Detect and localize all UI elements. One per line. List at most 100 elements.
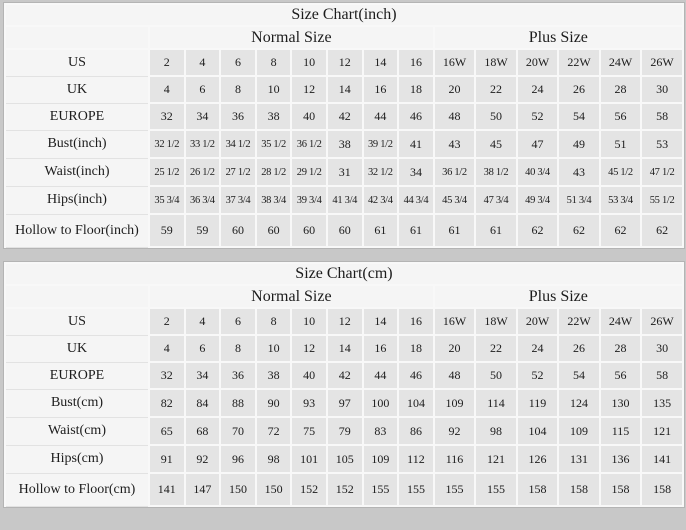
size-chart-inch-table: Size Chart(inch) Normal Size Plus Size U…	[3, 2, 685, 249]
size-cell: 14	[325, 75, 364, 104]
table-row: Hollow to Floor(inch) 59 59 60 60 60 60 61 61 61 6…	[4, 213, 684, 248]
table-row: Bust(inch) 32 1/2 33 1/2 34 1/2 35 1/2 36 1/2…	[4, 129, 684, 159]
size-cell: 119	[515, 388, 560, 418]
size-cell: 155	[361, 472, 400, 507]
size-cell: 61	[432, 213, 477, 248]
size-cell: 97	[325, 388, 364, 418]
size-cell: 20W	[515, 48, 560, 77]
size-cell: 4	[148, 334, 186, 363]
size-cell: 26	[557, 334, 601, 363]
size-cell: 30	[640, 334, 684, 363]
size-cell: 150	[219, 472, 257, 507]
size-cell: 24	[515, 334, 560, 363]
row-label: UK	[4, 75, 150, 104]
size-cell: 136	[598, 444, 643, 474]
size-cell: 43	[432, 129, 477, 159]
size-cell: 130	[598, 388, 643, 418]
size-cell: 49 3/4	[515, 185, 560, 215]
size-cell: 45	[474, 129, 518, 159]
size-cell: 28	[598, 75, 643, 104]
column-group-row: Normal Size Plus Size	[4, 284, 684, 309]
size-cell: 46	[397, 361, 435, 390]
size-cell: 83	[361, 416, 400, 446]
corner-cell	[4, 25, 150, 50]
size-cell: 56	[598, 102, 643, 131]
size-cell: 100	[361, 388, 400, 418]
size-cell: 20	[432, 75, 477, 104]
size-cell: 18	[397, 334, 435, 363]
corner-cell	[4, 284, 150, 309]
size-cell: 42	[325, 102, 364, 131]
size-cell: 26 1/2	[183, 157, 222, 187]
size-cell: 152	[325, 472, 364, 507]
size-cell: 53 3/4	[598, 185, 643, 215]
table-row: Bust(cm) 82 84 88 90 93 97 100 104 109 114 119 124 13…	[4, 388, 684, 418]
size-cell: 25 1/2	[148, 157, 186, 187]
size-cell: 62	[598, 213, 643, 248]
table-body: US 2 4 6 8 10 12 14 16 16W 18W 20W 22W 24W 26W UK 4 6 8 10 1…	[4, 48, 684, 248]
size-cell: 46	[397, 102, 435, 131]
size-cell: 75	[290, 416, 328, 446]
size-cell: 34	[397, 157, 435, 187]
size-cell: 55 1/2	[640, 185, 684, 215]
size-cell: 24W	[598, 307, 643, 336]
size-cell: 58	[640, 102, 684, 131]
size-cell: 28 1/2	[254, 157, 293, 187]
size-cell: 6	[219, 48, 257, 77]
size-cell: 96	[219, 444, 257, 474]
size-cell: 44 3/4	[397, 185, 435, 215]
size-cell: 51	[598, 129, 643, 159]
size-cell: 10	[290, 48, 328, 77]
size-cell: 36 3/4	[183, 185, 222, 215]
size-cell: 38	[325, 129, 364, 159]
row-label: EUROPE	[4, 102, 150, 131]
size-cell: 52	[515, 361, 560, 390]
size-cell: 158	[640, 472, 684, 507]
size-cell: 45 1/2	[598, 157, 643, 187]
size-cell: 155	[397, 472, 435, 507]
table-title-row: Size Chart(inch)	[4, 3, 684, 27]
size-cell: 121	[474, 444, 518, 474]
size-cell: 45 3/4	[432, 185, 477, 215]
table-row: UK 4 6 8 10 12 14 16 18 20 22 24 26 28 30	[4, 75, 684, 104]
size-cell: 16	[361, 75, 400, 104]
size-cell: 34	[183, 361, 222, 390]
size-cell: 12	[325, 307, 364, 336]
size-cell: 141	[640, 444, 684, 474]
table-row: Hollow to Floor(cm) 141 147 150 150 152 152 155…	[4, 472, 684, 507]
size-cell: 4	[148, 75, 186, 104]
size-cell: 32	[148, 102, 186, 131]
size-cell: 158	[557, 472, 601, 507]
normal-size-header: Normal Size	[148, 25, 435, 50]
size-cell: 93	[290, 388, 328, 418]
size-cell: 2	[148, 48, 186, 77]
size-cell: 155	[474, 472, 518, 507]
normal-size-header: Normal Size	[148, 284, 435, 309]
size-cell: 14	[325, 334, 364, 363]
size-cell: 34	[183, 102, 222, 131]
row-label: Waist(cm)	[4, 416, 150, 446]
size-cell: 14	[361, 48, 400, 77]
size-cell: 16W	[432, 307, 477, 336]
size-cell: 91	[148, 444, 186, 474]
size-cell: 60	[325, 213, 364, 248]
size-cell: 58	[640, 361, 684, 390]
size-cell: 54	[557, 102, 601, 131]
column-group-row: Normal Size Plus Size	[4, 25, 684, 50]
size-cell: 70	[219, 416, 257, 446]
row-label: US	[4, 307, 150, 336]
size-cell: 84	[183, 388, 222, 418]
size-cell: 16	[397, 307, 435, 336]
size-cell: 4	[183, 48, 222, 77]
size-cell: 126	[515, 444, 560, 474]
size-cell: 92	[432, 416, 477, 446]
size-cell: 98	[474, 416, 518, 446]
size-cell: 26W	[640, 307, 684, 336]
size-cell: 39 3/4	[290, 185, 328, 215]
size-cell: 56	[598, 361, 643, 390]
size-cell: 10	[254, 334, 293, 363]
size-cell: 37 3/4	[219, 185, 257, 215]
size-cell: 47	[515, 129, 560, 159]
size-cell: 42	[325, 361, 364, 390]
table-row: Hips(inch) 35 3/4 36 3/4 37 3/4 38 3/4 39 3/4…	[4, 185, 684, 215]
